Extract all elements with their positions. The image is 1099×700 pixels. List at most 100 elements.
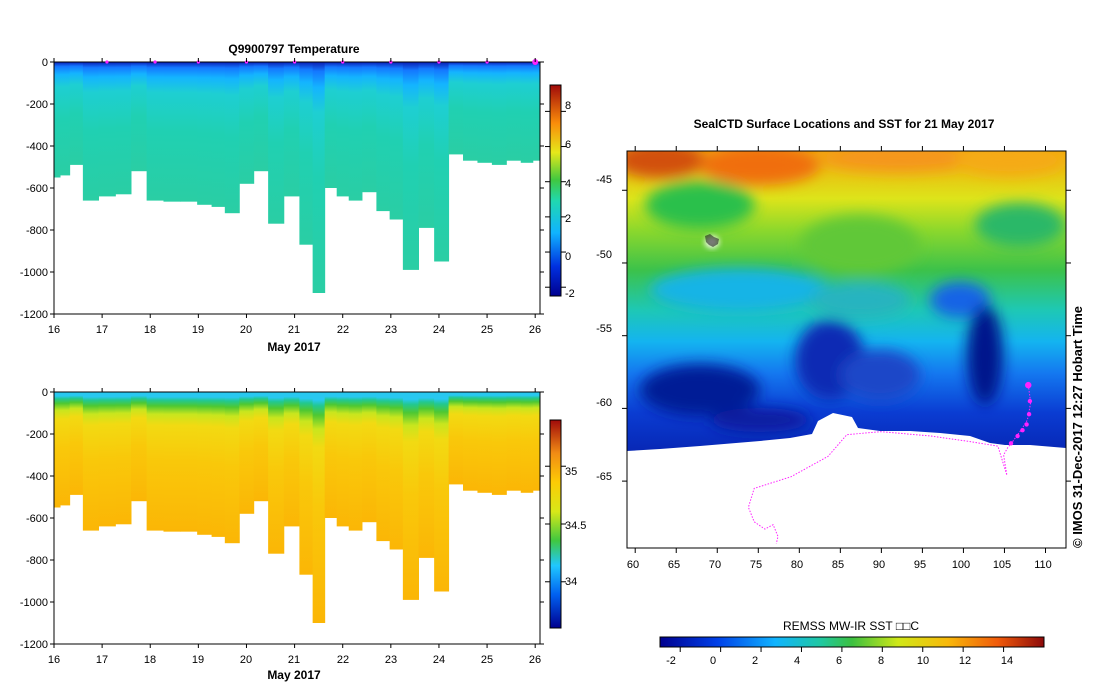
x-tick: 23: [385, 324, 397, 336]
x-tick: 16: [48, 654, 60, 666]
salinity-profile-column: [82, 392, 100, 531]
salinity-profile-column: [506, 392, 522, 491]
salinity-profile-column: [376, 392, 391, 542]
lon-tick: 75: [750, 559, 762, 571]
temperature-profile-column: [115, 62, 132, 195]
y-tick: -800: [26, 225, 48, 237]
colorbar-tick: 0: [565, 251, 571, 263]
temperature-title: Q9900797 Temperature: [228, 42, 360, 56]
temperature-profile-column: [69, 62, 84, 165]
temperature-profile-column: [54, 62, 61, 178]
seal-surface-locations: [1008, 381, 1033, 446]
colorbar-tick: 8: [565, 100, 571, 112]
lat-tick: -45: [596, 174, 612, 186]
lon-tick: 105: [993, 559, 1011, 571]
salinity-profile-column: [115, 392, 132, 525]
salinity-profile-column: [299, 392, 314, 575]
surface-location-point: [1025, 381, 1032, 389]
temperature-profile-column: [491, 62, 507, 165]
y-tick: -1000: [20, 597, 48, 609]
x-tick: 21: [288, 324, 300, 336]
salinity-profile-column: [324, 392, 338, 518]
temperature-profile-column: [520, 62, 534, 163]
salinity-profile-column: [239, 392, 255, 514]
lon-tick: 80: [791, 559, 803, 571]
x-tick: 19: [192, 324, 204, 336]
salinity-profile-column: [268, 392, 285, 554]
sst-features: [627, 151, 1065, 432]
lat-tick: -60: [596, 397, 612, 409]
x-tick: 22: [337, 324, 349, 336]
axis-tick-marks: [50, 58, 1071, 652]
y-tick: -1200: [20, 639, 48, 651]
salinity-profile-column: [60, 392, 71, 506]
colorbar-tick: 34.5: [565, 520, 586, 532]
x-tick: 19: [192, 654, 204, 666]
colorbar-tick: 2: [752, 655, 758, 667]
salinity-profile-column: [389, 392, 404, 550]
salinity-profile-column: [434, 392, 450, 592]
salinity-profile-column: [312, 392, 326, 623]
lat-tick: -50: [596, 249, 612, 261]
x-tick: 22: [337, 654, 349, 666]
surface-location-point: [1027, 398, 1033, 404]
colorbar-tick: 4: [794, 655, 800, 667]
colorbar-tick: 4: [565, 178, 571, 190]
temperature-profile-column: [146, 62, 164, 201]
temperature-profile-column: [98, 62, 116, 197]
temperature-profile-column: [477, 62, 493, 163]
salinity-profile-column: [146, 392, 164, 531]
salinity-colorbar-ticks: 35 34.5 34: [565, 466, 586, 588]
temperature-profile-column: [163, 62, 181, 202]
salinity-profile-column: [520, 392, 534, 493]
salinity-profile-column: [336, 392, 350, 527]
salinity-profile-column: [163, 392, 181, 532]
salinity-colorbar: [549, 419, 562, 629]
y-tick: -200: [26, 99, 48, 111]
x-tick: 26: [529, 654, 541, 666]
colorbar-tick: -2: [666, 655, 676, 667]
colorbar-tick: 6: [565, 139, 571, 151]
x-tick: 21: [288, 654, 300, 666]
sst-colorbar-ticks: -2 0 2 4 6 8 10 12 14: [666, 655, 1013, 667]
temperature-profile-column: [312, 62, 326, 293]
x-tick: 17: [96, 654, 108, 666]
salinity-profile-column: [69, 392, 84, 495]
lon-tick: 60: [627, 559, 639, 571]
colorbar-tick: -2: [565, 288, 575, 300]
colorbar-tick: 34: [565, 576, 577, 588]
sst-colorbar: [659, 636, 1045, 648]
temperature-profile-column: [324, 62, 338, 188]
salinity-profile-column: [54, 392, 61, 508]
salinity-ticks: 0 -200 -400 -600 -800 -1000 -1200 16 17 …: [20, 387, 541, 666]
y-tick: -600: [26, 183, 48, 195]
temperature-profile-column: [268, 62, 285, 224]
surface-location-marker: [105, 60, 109, 64]
temperature-profile-column: [211, 62, 226, 207]
y-tick: -400: [26, 141, 48, 153]
x-tick: 18: [144, 324, 156, 336]
temperature-profile-column: [336, 62, 350, 197]
y-tick: -1200: [20, 309, 48, 321]
salinity-profile-column: [98, 392, 116, 527]
temperature-profile-column: [60, 62, 71, 176]
temperature-profile-column: [82, 62, 100, 201]
salinity-profile-column: [448, 392, 464, 485]
lat-tick: -65: [596, 471, 612, 483]
credit-text: © IMOS 31-Dec-2017 12:27 Hobart Time: [1070, 306, 1085, 548]
colorbar-tick: 0: [710, 655, 716, 667]
map-frame: [626, 150, 1067, 549]
lon-tick: 95: [914, 559, 926, 571]
salinity-profile-column: [361, 392, 377, 523]
lon-tick: 110: [1034, 559, 1052, 571]
salinity-profile-column: [211, 392, 226, 537]
y-tick: -1000: [20, 267, 48, 279]
x-tick: 25: [481, 324, 493, 336]
temperature-profile-column: [402, 62, 419, 270]
surface-location-marker: [153, 60, 157, 64]
salinity-profile-column: [418, 392, 435, 558]
lon-tick: 85: [832, 559, 844, 571]
x-tick: 26: [529, 324, 541, 336]
temperature-profile-column: [224, 62, 240, 214]
temperature-profile-column: [434, 62, 450, 262]
